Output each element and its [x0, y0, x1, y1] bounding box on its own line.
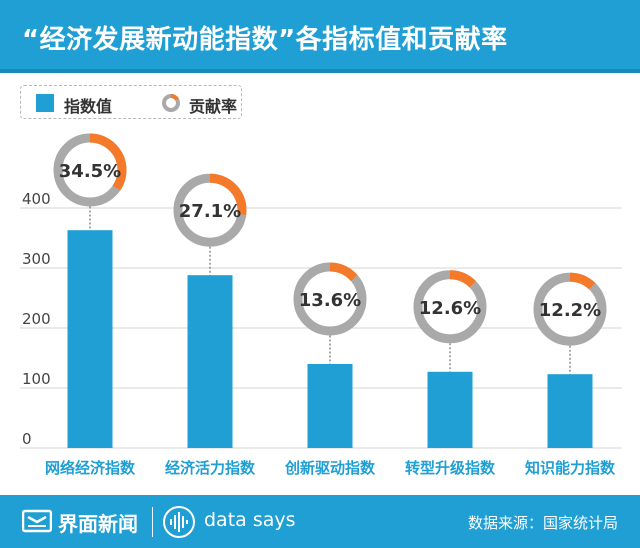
category-label: 网络经济指数 [45, 459, 136, 477]
ring-percent-label: 27.1% [179, 201, 241, 222]
footer-source: 数据来源：国家统计局 [467, 514, 618, 532]
chart-plot: 0 100 200 300 400 34.5% 网络经济指数 27.1% 经济活力指数 13.6%… [20, 133, 622, 477]
legend-ring-icon [162, 94, 180, 112]
ring-percent-label: 12.6% [419, 298, 481, 319]
bar [67, 230, 113, 448]
category-label: 转型升级指数 [405, 459, 496, 477]
ring-arc [209, 173, 247, 215]
y-tick-label: 0 [22, 430, 32, 448]
y-tick-label: 200 [22, 310, 51, 328]
footer-separator [152, 507, 153, 537]
ring-arc [329, 262, 358, 282]
y-tick-label: 100 [22, 370, 51, 388]
ring-percent-label: 12.2% [539, 300, 601, 321]
bar [187, 275, 233, 448]
jiemian-logo-icon [22, 509, 52, 533]
data-says-wave-icon [163, 506, 195, 538]
legend-label-index-value: 指数值 [64, 97, 113, 116]
ring-arc [449, 270, 476, 288]
category-label: 经济活力指数 [165, 459, 256, 477]
bar [307, 364, 353, 448]
y-tick-label: 300 [22, 250, 51, 268]
category-label: 创新驱动指数 [284, 459, 376, 477]
ring-arc [569, 272, 596, 290]
header: “经济发展新动能指数”各指标值和贡献率 [0, 0, 640, 69]
y-tick-label: 400 [22, 190, 51, 208]
footer: 界面新闻 data says 数据来源：国家统计局 [0, 495, 640, 548]
legend-swatch-index-value [36, 94, 54, 112]
bar [427, 371, 473, 448]
footer-brand: 界面新闻 [58, 512, 138, 536]
header-band [0, 69, 640, 73]
footer-data-says: data says [204, 509, 296, 531]
bar [547, 374, 593, 448]
ring-track [533, 272, 607, 346]
chart-legend: 指数值 贡献率 [20, 85, 242, 119]
legend-label-contribution: 贡献率 [189, 97, 238, 116]
page-title: “经济发展新动能指数”各指标值和贡献率 [22, 25, 508, 55]
ring-track [413, 270, 487, 344]
ring-arc [89, 133, 127, 191]
category-label: 知识能力指数 [525, 459, 616, 477]
ring-percent-label: 13.6% [299, 290, 361, 311]
ring-percent-label: 34.5% [59, 161, 121, 182]
